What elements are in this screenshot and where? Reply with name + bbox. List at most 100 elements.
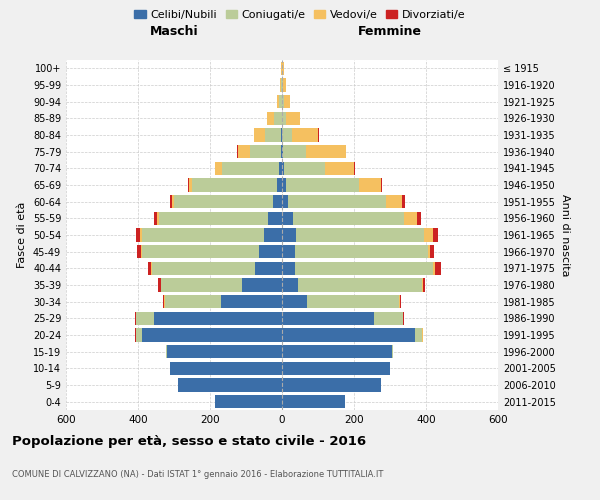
Bar	[282, 278, 298, 291]
Bar	[157, 212, 158, 225]
Bar	[402, 195, 405, 208]
Y-axis label: Fasce di età: Fasce di età	[17, 202, 27, 268]
Bar	[221, 295, 282, 308]
Bar	[283, 62, 284, 75]
Bar	[282, 162, 284, 175]
Bar	[148, 262, 151, 275]
Bar	[154, 312, 282, 325]
Bar	[400, 295, 401, 308]
Bar	[423, 278, 425, 291]
Bar	[282, 212, 293, 225]
Bar	[152, 262, 255, 275]
Bar	[250, 145, 281, 158]
Bar	[292, 128, 319, 141]
Bar	[154, 212, 157, 225]
Bar	[284, 95, 290, 108]
Bar	[259, 245, 282, 258]
Bar	[255, 262, 282, 275]
Bar	[178, 378, 282, 392]
Bar	[192, 178, 277, 192]
Text: Maschi: Maschi	[149, 24, 199, 38]
Bar	[136, 228, 140, 241]
Bar	[284, 162, 325, 175]
Bar	[167, 345, 282, 358]
Bar	[281, 145, 282, 158]
Bar	[289, 195, 386, 208]
Bar	[282, 262, 295, 275]
Bar	[374, 312, 403, 325]
Bar	[280, 95, 281, 108]
Bar	[428, 245, 430, 258]
Bar	[282, 378, 381, 392]
Bar	[415, 328, 422, 342]
Bar	[142, 328, 282, 342]
Bar	[424, 228, 433, 241]
Bar	[265, 128, 281, 141]
Bar	[293, 212, 404, 225]
Bar	[136, 312, 154, 325]
Bar	[267, 112, 274, 125]
Bar	[151, 262, 152, 275]
Bar	[242, 278, 282, 291]
Bar	[434, 262, 441, 275]
Bar	[286, 112, 301, 125]
Bar	[135, 312, 136, 325]
Bar	[281, 128, 282, 141]
Bar	[430, 245, 434, 258]
Bar	[296, 228, 424, 241]
Bar	[140, 245, 142, 258]
Bar	[295, 245, 428, 258]
Bar	[254, 128, 265, 141]
Bar	[282, 195, 289, 208]
Bar	[404, 212, 417, 225]
Bar	[283, 95, 284, 108]
Bar	[298, 278, 422, 291]
Bar	[386, 195, 402, 208]
Legend: Celibi/Nubili, Coniugati/e, Vedovi/e, Divorziati/e: Celibi/Nubili, Coniugati/e, Vedovi/e, Di…	[130, 6, 470, 25]
Bar	[392, 345, 393, 358]
Bar	[325, 162, 354, 175]
Bar	[158, 278, 161, 291]
Bar	[282, 228, 296, 241]
Bar	[280, 78, 281, 92]
Bar	[277, 95, 280, 108]
Bar	[172, 195, 174, 208]
Bar	[354, 162, 355, 175]
Bar	[282, 178, 286, 192]
Bar	[166, 345, 167, 358]
Text: Femmine: Femmine	[358, 24, 422, 38]
Bar	[170, 362, 282, 375]
Bar	[282, 328, 415, 342]
Bar	[282, 345, 392, 358]
Bar	[282, 362, 390, 375]
Bar	[283, 145, 306, 158]
Bar	[422, 278, 423, 291]
Bar	[399, 295, 400, 308]
Bar	[215, 395, 282, 408]
Bar	[307, 295, 399, 308]
Bar	[188, 178, 189, 192]
Bar	[283, 128, 292, 141]
Y-axis label: Anni di nascita: Anni di nascita	[560, 194, 569, 276]
Bar	[268, 212, 282, 225]
Bar	[174, 195, 273, 208]
Bar	[163, 295, 164, 308]
Bar	[281, 78, 282, 92]
Bar	[158, 212, 268, 225]
Bar	[282, 312, 374, 325]
Bar	[264, 228, 282, 241]
Bar	[142, 245, 259, 258]
Bar	[280, 162, 282, 175]
Bar	[403, 312, 404, 325]
Bar	[282, 395, 345, 408]
Bar	[140, 228, 142, 241]
Text: Popolazione per età, sesso e stato civile - 2016: Popolazione per età, sesso e stato civil…	[12, 435, 366, 448]
Bar	[359, 178, 381, 192]
Bar	[165, 295, 221, 308]
Bar	[282, 145, 283, 158]
Bar	[295, 262, 433, 275]
Bar	[222, 162, 280, 175]
Bar	[282, 78, 283, 92]
Bar	[274, 112, 281, 125]
Bar	[381, 178, 382, 192]
